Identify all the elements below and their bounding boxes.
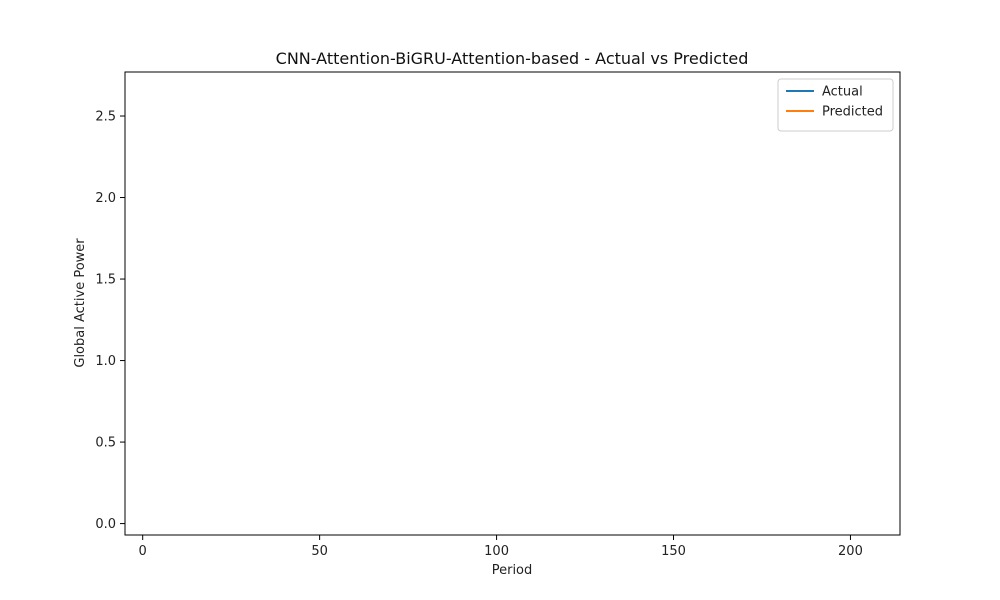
x-tick-label: 100 [484,544,509,559]
y-tick-label: 0.5 [95,436,116,451]
legend: Actual Predicted [777,78,894,132]
x-tick-label: 200 [838,544,863,559]
y-tick-label: 1.0 [95,354,116,369]
plot-area [125,72,900,535]
x-tick-label: 0 [139,544,147,559]
axes-layer: 0 50 100 150 200 0.0 0.5 1.0 1.5 2.0 2.5 [95,71,901,559]
x-tick-label: 150 [661,544,686,559]
plot-frame [124,71,901,536]
plot-background [125,72,900,535]
y-tick-label: 0.0 [95,517,116,532]
y-tick-label: 1.5 [95,273,116,288]
y-tick-label: 2.5 [95,110,116,125]
y-axis-label: Global Active Power [73,238,88,368]
legend-label-actual: Actual [822,85,863,100]
x-tick-label: 50 [311,544,328,559]
chart-title: CNN-Attention-BiGRU-Attention-based - Ac… [276,49,749,68]
y-tick-label: 2.0 [95,191,116,206]
x-axis-label: Period [492,563,533,578]
legend-label-predicted: Predicted [822,105,883,120]
